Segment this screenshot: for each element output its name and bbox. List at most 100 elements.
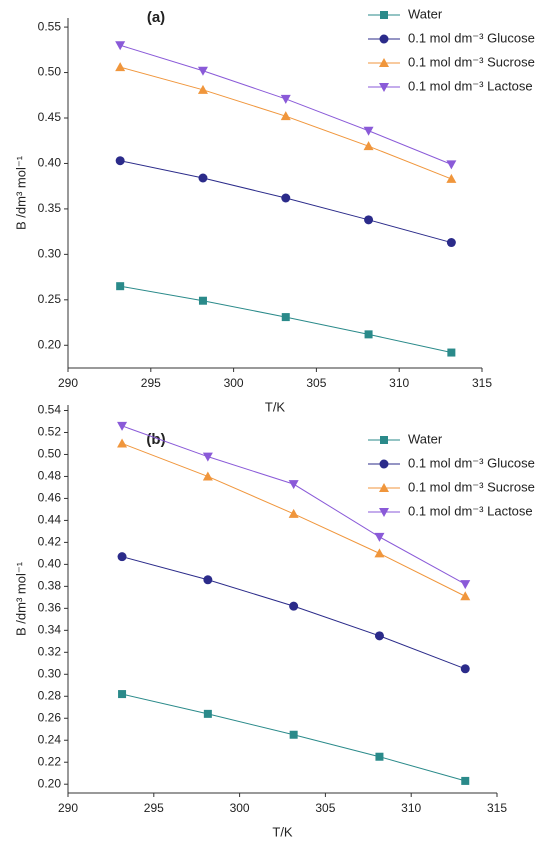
y-tick-label: 0.46 <box>38 491 62 505</box>
data-point <box>197 66 208 76</box>
y-tick-label: 0.48 <box>38 469 62 483</box>
legend-marker <box>379 508 389 517</box>
y-tick-label: 0.20 <box>38 337 62 351</box>
y-tick-label: 0.38 <box>38 579 62 593</box>
legend-marker <box>379 459 389 469</box>
data-point <box>115 156 125 166</box>
legend-label: Water <box>408 431 443 446</box>
legend-label: 0.1 mol dm⁻³ Lactose <box>408 78 533 93</box>
y-tick-label: 0.20 <box>38 776 62 790</box>
data-point <box>364 215 374 225</box>
data-point <box>280 94 291 104</box>
x-tick-label: 305 <box>315 801 335 815</box>
data-point <box>117 421 128 431</box>
legend-marker <box>379 58 389 67</box>
data-point <box>460 591 471 601</box>
legend-marker <box>379 34 389 44</box>
x-tick-label: 315 <box>487 801 507 815</box>
y-tick-label: 0.30 <box>38 247 62 261</box>
y-tick-label: 0.22 <box>38 754 62 768</box>
y-tick-label: 0.44 <box>38 513 62 527</box>
x-tick-label: 305 <box>306 376 326 390</box>
legend-label: Water <box>408 6 443 21</box>
data-point <box>288 480 299 490</box>
data-point <box>115 41 126 51</box>
y-tick-label: 0.42 <box>38 535 62 549</box>
data-point <box>198 296 207 305</box>
chart-title: (a) <box>147 9 165 26</box>
data-point <box>374 631 384 641</box>
data-point <box>117 438 128 448</box>
data-point <box>363 141 374 151</box>
legend-label: 0.1 mol dm⁻³ Sucrose <box>408 479 535 494</box>
series-line <box>120 44 452 165</box>
x-tick-label: 295 <box>141 376 161 390</box>
y-tick-label: 0.50 <box>38 447 62 461</box>
legend-marker <box>379 483 389 492</box>
legend-marker <box>380 436 388 444</box>
y-tick-label: 0.24 <box>38 732 62 746</box>
x-tick-label: 315 <box>472 376 492 390</box>
data-point <box>203 709 212 718</box>
y-tick-label: 0.35 <box>38 201 62 215</box>
data-point <box>289 601 299 611</box>
data-point <box>364 330 373 339</box>
legend-marker <box>380 11 388 19</box>
legend-label: 0.1 mol dm⁻³ Glucose <box>408 30 535 45</box>
y-tick-label: 0.34 <box>38 622 62 636</box>
data-point <box>116 282 125 291</box>
data-point <box>280 111 291 121</box>
x-axis-label: T/K <box>265 399 286 414</box>
y-tick-label: 0.30 <box>38 666 62 680</box>
data-point <box>115 62 126 72</box>
y-tick-label: 0.36 <box>38 601 62 615</box>
legend-label: 0.1 mol dm⁻³ Sucrose <box>408 54 535 69</box>
data-point <box>117 552 127 562</box>
data-point <box>446 238 456 248</box>
data-point <box>281 313 290 322</box>
y-tick-label: 0.32 <box>38 644 62 658</box>
data-point <box>446 173 457 183</box>
data-point <box>375 752 384 761</box>
y-tick-label: 0.26 <box>38 710 62 724</box>
data-point <box>202 452 213 462</box>
y-tick-label: 0.54 <box>38 403 62 417</box>
data-point <box>374 532 385 542</box>
data-point <box>198 173 208 183</box>
y-tick-label: 0.40 <box>38 557 62 571</box>
series-line <box>121 556 466 670</box>
legend-label: 0.1 mol dm⁻³ Lactose <box>408 503 533 518</box>
data-point <box>289 730 298 739</box>
data-point <box>363 126 374 136</box>
x-axis-label: T/K <box>272 824 293 839</box>
data-point <box>202 471 213 481</box>
x-tick-label: 310 <box>389 376 409 390</box>
y-axis-label: B /dm³ mol⁻¹ <box>13 561 28 636</box>
data-point <box>203 575 213 585</box>
series-line <box>120 66 452 180</box>
y-tick-label: 0.55 <box>38 19 62 33</box>
data-point <box>461 776 470 785</box>
y-tick-label: 0.25 <box>38 292 62 306</box>
legend-label: 0.1 mol dm⁻³ Glucose <box>408 455 535 470</box>
y-tick-label: 0.40 <box>38 156 62 170</box>
data-point <box>197 84 208 94</box>
data-point <box>446 160 457 170</box>
y-tick-label: 0.28 <box>38 688 62 702</box>
y-tick-label: 0.45 <box>38 110 62 124</box>
y-axis-label: B /dm³ mol⁻¹ <box>13 155 28 230</box>
x-tick-label: 310 <box>401 801 421 815</box>
data-point <box>281 193 291 203</box>
data-point <box>288 508 299 518</box>
data-point <box>118 690 127 699</box>
data-point <box>447 348 456 357</box>
x-tick-label: 290 <box>58 801 78 815</box>
data-point <box>460 580 471 590</box>
data-point <box>460 664 470 674</box>
y-tick-label: 0.52 <box>38 425 62 439</box>
data-point <box>374 548 385 558</box>
y-tick-label: 0.50 <box>38 65 62 79</box>
x-tick-label: 295 <box>144 801 164 815</box>
x-tick-label: 300 <box>224 376 244 390</box>
